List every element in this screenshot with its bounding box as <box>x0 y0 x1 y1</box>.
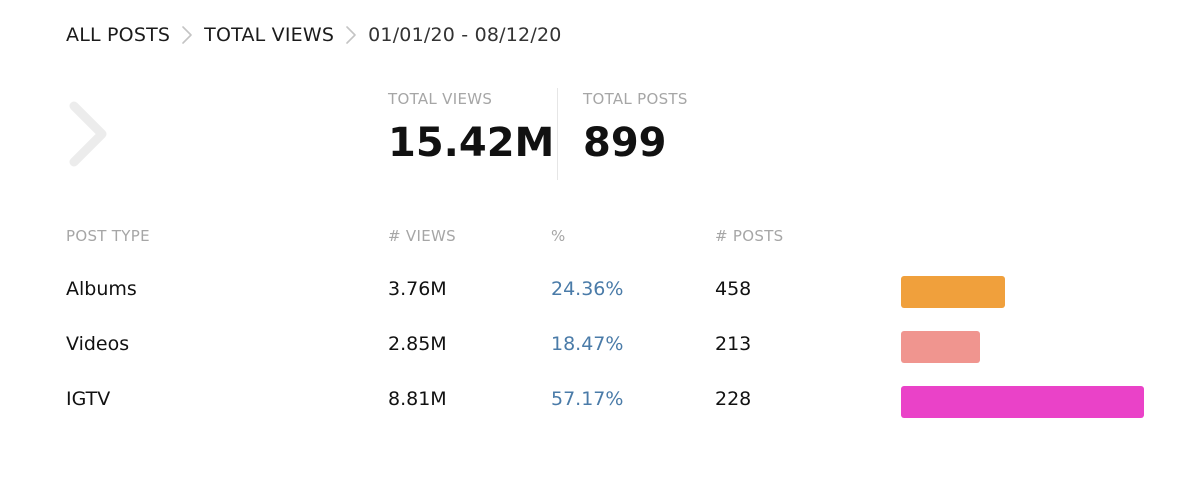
row-post-type: Albums <box>66 278 137 300</box>
row-share-bar <box>901 331 980 363</box>
chevron-right-icon[interactable] <box>66 98 112 170</box>
header-views: # VIEWS <box>388 227 456 245</box>
row-share-bar-track <box>901 276 1144 308</box>
stat-total-views-value: 15.42M <box>388 120 555 166</box>
row-percent: 24.36% <box>551 278 624 300</box>
row-posts: 228 <box>715 388 752 410</box>
table-row[interactable]: Videos 2.85M 18.47% 213 <box>0 305 1200 363</box>
row-posts: 458 <box>715 278 752 300</box>
stat-total-views: TOTAL VIEWS 15.42M <box>388 90 554 166</box>
row-share-bar-track <box>901 331 1144 363</box>
stat-total-posts: TOTAL POSTS 899 <box>583 90 688 166</box>
stat-divider <box>557 88 558 180</box>
stat-total-posts-label: TOTAL POSTS <box>583 90 688 108</box>
table-row[interactable]: IGTV 8.81M 57.17% 228 <box>0 360 1200 418</box>
chevron-right-icon <box>170 20 204 50</box>
breadcrumb: ALL POSTS TOTAL VIEWS 01/01/20 - 08/12/2… <box>66 20 562 50</box>
chevron-right-icon <box>334 20 368 50</box>
header-posts: # POSTS <box>715 227 784 245</box>
row-views: 8.81M <box>388 388 447 410</box>
stat-total-views-label: TOTAL VIEWS <box>388 90 493 108</box>
row-percent: 57.17% <box>551 388 624 410</box>
breadcrumb-total-views[interactable]: TOTAL VIEWS <box>204 24 335 46</box>
header-post-type: POST TYPE <box>66 227 150 245</box>
row-share-bar <box>901 386 1144 418</box>
stat-total-posts-value: 899 <box>583 120 667 166</box>
row-post-type: IGTV <box>66 388 111 410</box>
row-post-type: Videos <box>66 333 130 355</box>
table-row[interactable]: Albums 3.76M 24.36% 458 <box>0 250 1200 308</box>
row-share-bar-track <box>901 386 1144 418</box>
row-share-bar <box>901 276 1005 308</box>
row-views: 2.85M <box>388 333 447 355</box>
breadcrumb-all-posts[interactable]: ALL POSTS <box>66 24 171 46</box>
row-views: 3.76M <box>388 278 447 300</box>
table-header: POST TYPE # VIEWS % # POSTS <box>0 222 1200 250</box>
row-percent: 18.47% <box>551 333 624 355</box>
breadcrumb-date-range: 01/01/20 - 08/12/20 <box>368 24 562 46</box>
post-type-table: POST TYPE # VIEWS % # POSTS Albums 3.76M… <box>0 222 1200 418</box>
header-percent: % <box>551 227 566 245</box>
row-posts: 213 <box>715 333 752 355</box>
